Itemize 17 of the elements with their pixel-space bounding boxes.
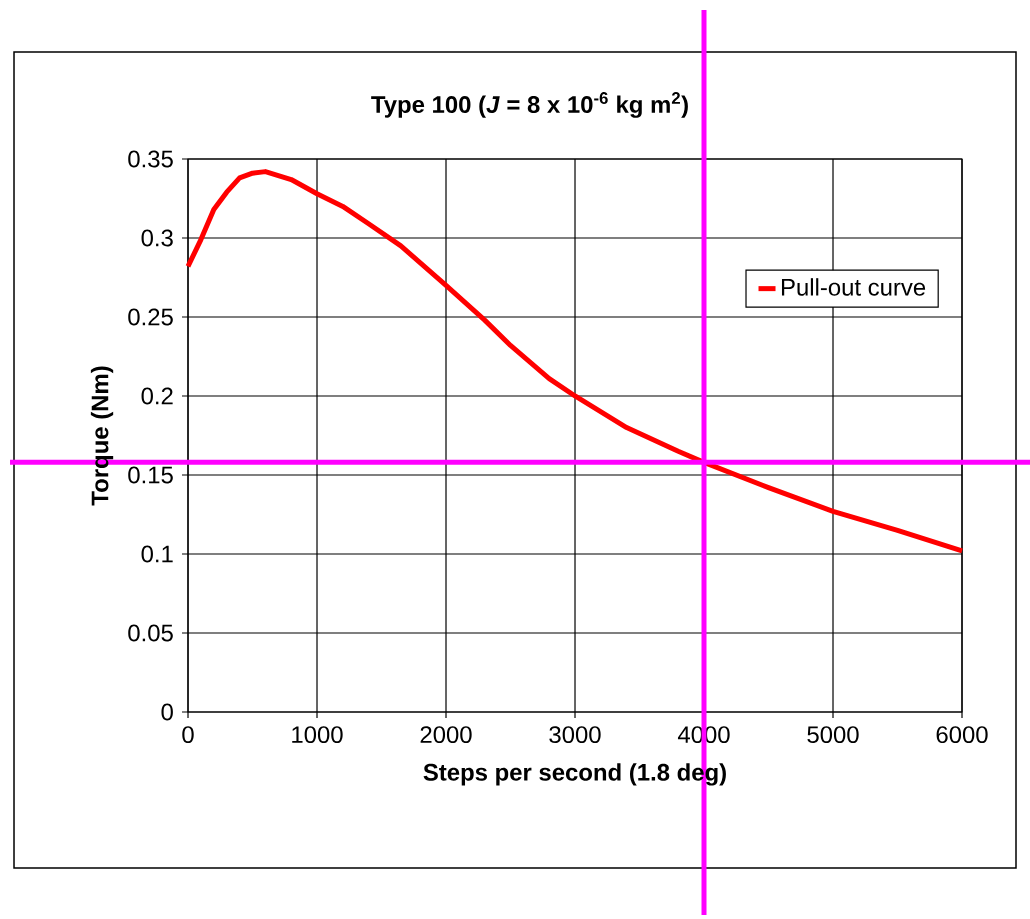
y-tick-label: 0.15 bbox=[128, 466, 173, 484]
y-tick-label: 0.3 bbox=[141, 229, 173, 247]
chart-title: Type 100 (J = 8 x 10$^{-6}$ kg m$^{2}$) bbox=[371, 92, 688, 118]
x-tick-label: 6000 bbox=[936, 726, 988, 744]
y-tick-label: 0.25 bbox=[128, 308, 173, 326]
y-tick-label: 0.05 bbox=[128, 624, 173, 642]
x-tick-label: 5000 bbox=[807, 726, 859, 744]
x-tick-label: 0 bbox=[182, 726, 194, 744]
y-tick-label: 0 bbox=[161, 703, 173, 721]
x-tick-label: 2000 bbox=[420, 726, 472, 744]
x-tick-label: 1000 bbox=[292, 726, 343, 744]
legend-label: Pull-out curve bbox=[781, 278, 926, 296]
y-axis-title: Torque (Nm) bbox=[90, 366, 114, 506]
y-tick-label: 0.35 bbox=[128, 150, 173, 168]
x-tick-label: 3000 bbox=[549, 726, 601, 744]
y-tick-label: 0.2 bbox=[141, 387, 173, 405]
y-tick-label: 0.1 bbox=[141, 545, 173, 563]
